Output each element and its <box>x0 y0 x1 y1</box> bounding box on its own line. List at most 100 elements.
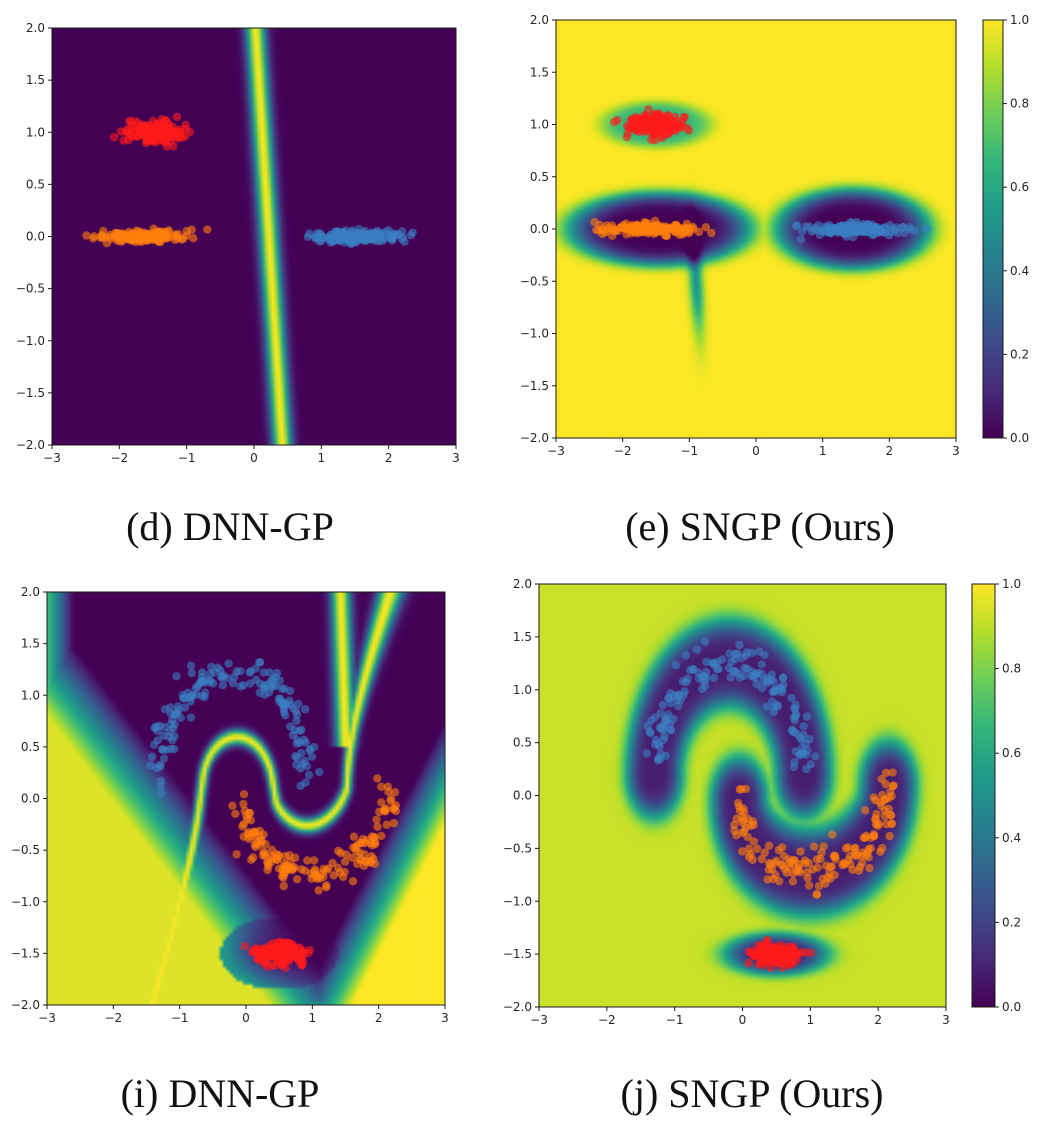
y-tick-label: −1.5 <box>503 947 532 961</box>
point-orange <box>324 864 333 873</box>
point-red <box>776 959 785 968</box>
point-blue <box>802 764 811 774</box>
colorbar-tick-label: 0.8 <box>1002 662 1021 676</box>
point-red <box>262 959 271 968</box>
point-blue <box>834 222 844 231</box>
point-red <box>136 127 146 137</box>
point-blue <box>218 680 228 690</box>
y-tick-label: 1.5 <box>530 65 549 79</box>
point-blue <box>683 674 692 684</box>
point-blue <box>236 682 245 691</box>
point-orange <box>820 879 830 888</box>
point-blue <box>158 745 167 755</box>
point-orange <box>614 226 623 235</box>
point-orange <box>831 852 840 861</box>
point-red <box>650 122 659 132</box>
point-orange <box>96 233 105 242</box>
x-tick-label: 3 <box>942 1013 950 1027</box>
point-orange <box>303 856 312 865</box>
point-red <box>806 948 816 957</box>
point-orange <box>373 774 382 783</box>
point-orange <box>279 881 288 891</box>
point-blue <box>825 228 834 237</box>
point-red <box>250 947 259 957</box>
point-orange <box>792 866 801 876</box>
x-tick-label: −3 <box>530 1013 548 1027</box>
caption-e: (e) SNGP (Ours) <box>625 504 895 549</box>
point-red <box>782 950 791 959</box>
point-orange <box>630 225 639 234</box>
point-orange <box>871 814 880 823</box>
point-orange <box>348 853 357 862</box>
point-blue <box>251 664 260 673</box>
y-tick-label: 1.5 <box>513 630 532 644</box>
point-blue <box>674 691 684 700</box>
point-orange <box>877 843 887 853</box>
point-orange <box>189 234 198 243</box>
point-blue <box>259 668 268 677</box>
colorbar-tick-label: 0.6 <box>1002 746 1021 760</box>
point-orange <box>381 804 391 813</box>
point-orange <box>608 226 617 235</box>
point-red <box>635 127 644 136</box>
y-tick-label: 0.0 <box>530 222 549 236</box>
x-tick-label: −3 <box>43 451 61 465</box>
point-orange <box>239 799 248 809</box>
point-blue <box>188 691 197 700</box>
point-blue <box>274 694 284 703</box>
point-orange <box>622 224 631 234</box>
point-blue <box>174 705 183 715</box>
point-blue <box>315 767 324 777</box>
point-red <box>759 957 768 967</box>
point-orange <box>267 852 276 861</box>
point-blue <box>742 664 752 673</box>
y-tick-label: 0.5 <box>26 177 45 191</box>
point-orange <box>231 809 240 818</box>
y-tick-label: 0.5 <box>21 740 40 754</box>
point-orange <box>757 854 766 864</box>
point-blue <box>724 663 733 673</box>
point-blue <box>757 669 766 679</box>
point-orange <box>845 851 855 861</box>
point-red <box>609 117 619 127</box>
point-blue <box>818 226 827 235</box>
point-blue <box>156 760 165 770</box>
point-orange <box>887 819 896 829</box>
point-blue <box>692 645 702 654</box>
point-blue <box>854 225 863 234</box>
point-blue <box>892 223 901 232</box>
point-blue <box>267 683 276 692</box>
point-orange <box>377 831 386 841</box>
point-blue <box>709 673 719 683</box>
point-blue <box>344 230 353 240</box>
point-blue <box>801 222 811 231</box>
point-orange <box>372 815 381 824</box>
colorbar-tick-label: 0.0 <box>1002 1000 1021 1014</box>
colorbar-e <box>982 19 1004 439</box>
point-red <box>170 132 180 142</box>
point-orange <box>886 811 896 820</box>
point-orange <box>739 804 748 813</box>
point-blue <box>797 735 807 745</box>
point-blue <box>296 781 305 791</box>
point-orange <box>737 784 746 794</box>
point-orange <box>812 890 821 899</box>
point-orange <box>782 868 792 877</box>
point-blue <box>792 221 802 230</box>
point-red <box>797 948 807 957</box>
y-tick-label: 2.0 <box>21 585 40 599</box>
point-orange <box>340 857 350 866</box>
point-blue <box>311 233 320 242</box>
point-blue <box>180 703 190 712</box>
point-orange <box>382 820 391 830</box>
y-tick-label: 0.0 <box>21 792 40 806</box>
point-red <box>144 135 153 144</box>
y-tick-label: 0.5 <box>530 170 549 184</box>
caption-j: (j) SNGP (Ours) <box>621 1071 884 1116</box>
point-orange <box>885 831 894 841</box>
point-orange <box>888 768 897 777</box>
point-orange <box>846 860 855 869</box>
point-orange <box>322 881 331 890</box>
point-blue <box>666 726 676 735</box>
y-tick-label: 0.0 <box>26 230 45 244</box>
